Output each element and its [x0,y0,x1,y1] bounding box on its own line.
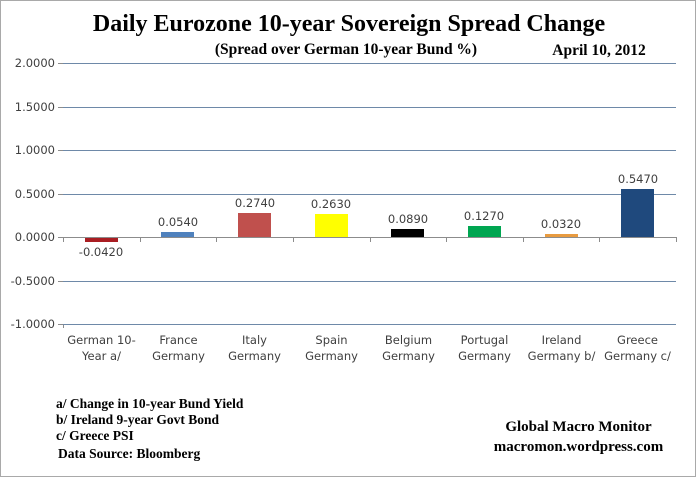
category-label-ireland-germany: Ireland Germany b/ [527,333,596,363]
category-label-italy-germany: Italy Germany [228,333,281,363]
x-tick [370,237,371,242]
bar-france-germany [161,232,194,237]
value-label-german-10-year: -0.0420 [78,245,124,259]
value-label-portugal-germany: 0.1270 [463,209,505,223]
footnote-c: c/ Greece PSI [56,428,134,443]
gridline [63,280,676,282]
x-tick [523,237,524,242]
gridline [63,106,676,108]
gridline [63,193,676,195]
y-tick [58,193,63,195]
data-source-label: Data Source: Bloomberg [58,446,201,461]
footnote-b: b/ Ireland 9-year Govt Bond [56,412,220,427]
zero-axis-line [63,237,676,238]
gridline [63,63,676,64]
y-tick [58,63,63,64]
y-tick-label: 1.0000 [14,143,55,157]
chart-date: April 10, 2012 [552,42,646,59]
category-label-portugal-germany: Portugal Germany [458,333,511,363]
footnote-a: a/ Change in 10-year Bund Yield [56,396,244,411]
gridline [63,150,676,151]
bar-italy-germany [238,213,271,237]
category-label-belgium-germany: Belgium Germany [382,333,435,363]
y-tick [58,237,63,238]
category-label-german-10-year: German 10- Year a/ [67,333,136,363]
y-tick [58,324,63,325]
chart-subtitle: (Spread over German 10-year Bund %) [214,41,478,58]
x-tick [599,237,600,242]
value-label-belgium-germany: 0.0890 [387,212,429,226]
y-tick-label: 2.0000 [14,56,55,70]
x-tick [446,237,447,242]
category-label-france-germany: France Germany [152,333,205,363]
credit-site-name: Global Macro Monitor [505,419,652,435]
y-tick-label: -1.0000 [10,317,55,331]
y-tick-label: 0.0000 [14,230,55,244]
y-tick-label: 0.5000 [14,186,55,201]
bar-spain-germany [315,214,348,237]
chart-title: Daily Eurozone 10-year Sovereign Spread … [92,11,606,37]
x-tick [140,237,141,242]
credit-site-url: macromon.wordpress.com [493,439,664,455]
plot-area: -0.0420 0.0540 0.2740 0.2630 0.0890 0.1270 0.0… [58,63,677,325]
y-tick-label: 1.5000 [14,99,55,114]
value-label-greece-germany: 0.5470 [617,172,659,186]
bar-german-10-year [85,238,118,242]
bar-greece-germany [621,189,654,237]
value-label-france-germany: 0.0540 [157,215,199,229]
bar-belgium-germany [391,229,424,237]
bar-portugal-germany [468,226,501,237]
y-tick [58,106,63,108]
value-label-spain-germany: 0.2630 [310,197,352,211]
y-tick-label: -0.5000 [10,273,55,288]
x-tick [293,237,294,242]
y-tick [58,280,63,282]
y-tick [58,150,63,151]
category-label-spain-germany: Spain Germany [305,333,358,363]
x-tick [63,237,64,242]
category-label-greece-germany: Greece Germany c/ [604,333,671,363]
x-tick [216,237,217,242]
value-label-italy-germany: 0.2740 [234,196,276,210]
x-tick [676,237,677,242]
value-label-ireland-germany: 0.0320 [540,217,582,231]
gridline [63,324,676,325]
bar-ireland-germany [545,234,578,237]
